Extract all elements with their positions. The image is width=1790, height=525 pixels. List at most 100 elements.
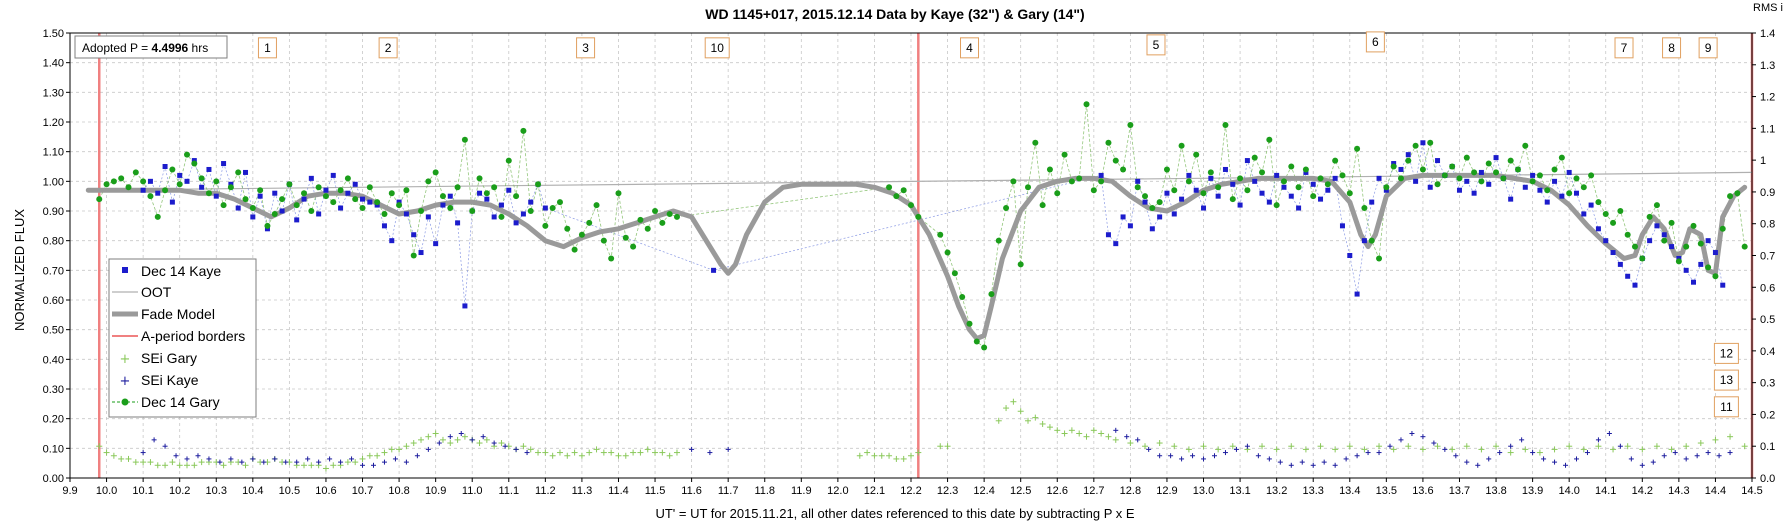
sei-gary-point-91 — [995, 417, 1002, 424]
gary-point-166 — [1529, 178, 1536, 185]
kaye-point-122 — [1573, 190, 1579, 196]
gary-point-112 — [1134, 184, 1141, 191]
gary-point-173 — [1580, 184, 1587, 191]
gary-point-129 — [1259, 169, 1266, 176]
sei-gary-point-41 — [396, 446, 403, 453]
gary-point-153 — [1434, 181, 1441, 188]
legend-label-oot: OOT — [141, 284, 172, 300]
sei-gary-point-144 — [1653, 443, 1660, 450]
gary-point-158 — [1471, 169, 1478, 176]
x-tick-label-12: 11.1 — [498, 485, 519, 497]
kaye-point-77 — [1244, 158, 1250, 164]
kaye-point-130 — [1632, 282, 1638, 288]
y-tick-label-7: 0.70 — [43, 265, 64, 277]
sei-kaye-point-89 — [1661, 453, 1667, 459]
kaye-point-60 — [1120, 214, 1126, 220]
x-tick-label-26: 12.5 — [1010, 485, 1031, 497]
gary-point-190 — [1705, 264, 1712, 271]
x-tick-label-0: 9.9 — [62, 485, 77, 497]
sei-gary-point-29 — [308, 462, 315, 469]
legend-label-gary: Dec 14 Gary — [141, 394, 220, 410]
sei-gary-point-78 — [666, 452, 673, 459]
sei-kaye-point-42 — [1146, 446, 1152, 452]
sei-gary-point-75 — [644, 446, 651, 453]
kaye-point-142 — [1720, 282, 1726, 288]
x-tick-label-39: 13.8 — [1485, 485, 1506, 497]
gary-point-193 — [1727, 193, 1734, 200]
sei-gary-point-50 — [461, 433, 468, 440]
gary-point-138 — [1324, 181, 1331, 188]
sei-gary-point-122 — [1332, 446, 1339, 453]
kaye-point-61 — [1127, 223, 1133, 229]
sei-gary-point-88 — [915, 449, 922, 456]
sei-gary-point-98 — [1046, 424, 1053, 431]
kaye-point-41 — [440, 202, 446, 208]
y-tick-label-12: 1.20 — [43, 117, 64, 129]
gary-point-107 — [1098, 178, 1105, 185]
kaye-point-47 — [484, 196, 490, 202]
gary-point-81 — [893, 193, 900, 200]
sei-gary-point-119 — [1288, 443, 1295, 450]
kaye-point-129 — [1625, 273, 1631, 279]
kaye-point-101 — [1420, 140, 1426, 146]
gary-point-50 — [461, 136, 468, 143]
kaye-point-94 — [1369, 199, 1375, 205]
gary-point-33 — [337, 187, 344, 194]
sei-kaye-point-93 — [1705, 450, 1711, 456]
gary-point-164 — [1514, 166, 1521, 173]
annotation-box-9 — [1698, 37, 1718, 59]
gary-point-144 — [1368, 237, 1375, 244]
annotation-label-2: 3 — [582, 41, 589, 55]
gary-point-35 — [352, 196, 359, 203]
annotation-12: 11 — [1713, 396, 1739, 418]
kaye-point-50 — [506, 187, 512, 193]
gary-point-157 — [1463, 154, 1470, 161]
kaye-point-26 — [330, 172, 336, 178]
sei-gary-point-99 — [1054, 427, 1061, 434]
y-tick-label-0: 0.00 — [43, 473, 64, 485]
gary-point-176 — [1602, 210, 1609, 217]
legend-label-borders: A-period borders — [141, 328, 245, 344]
sei-gary-point-97 — [1039, 420, 1046, 427]
sei-gary-point-143 — [1639, 446, 1646, 453]
sei-gary-point-113 — [1200, 443, 1207, 450]
gary-point-100 — [1046, 166, 1053, 173]
sei-gary-point-84 — [886, 452, 893, 459]
sei-gary-point-100 — [1061, 430, 1068, 437]
sei-kaye-point-35 — [524, 450, 530, 456]
sei-kaye-point-27 — [436, 440, 442, 446]
sei-kaye-point-68 — [1431, 440, 1437, 446]
y-tick-label-4: 0.40 — [43, 354, 64, 366]
gary-point-74 — [637, 216, 644, 223]
sei-gary-point-36 — [359, 455, 366, 462]
x-tick-label-10: 10.9 — [425, 485, 446, 497]
sei-gary-point-96 — [1032, 414, 1039, 421]
annotation-box-5 — [1146, 34, 1166, 56]
kaye-point-23 — [308, 175, 314, 181]
sei-kaye-point-57 — [1310, 462, 1316, 468]
sei-kaye-point-91 — [1683, 456, 1689, 462]
gary-point-191 — [1712, 273, 1719, 280]
gary-point-25 — [279, 196, 286, 203]
kaye-point-5 — [177, 172, 183, 178]
gary-point-42 — [403, 187, 410, 194]
sei-gary-point-65 — [571, 449, 578, 456]
sei-kaye-point-64 — [1387, 443, 1393, 449]
sei-kaye-point-61 — [1354, 453, 1360, 459]
sei-kaye-point-0 — [140, 450, 146, 456]
gary-point-141 — [1346, 190, 1353, 197]
annotation-4: 4 — [960, 37, 980, 59]
y2-tick-label-12: 1.2 — [1760, 92, 1775, 104]
kaye-point-66 — [1164, 190, 1170, 196]
x-tick-label-29: 12.8 — [1120, 485, 1141, 497]
gary-point-110 — [1120, 166, 1127, 173]
sei-kaye-point-8 — [228, 456, 234, 462]
sei-gary-point-118 — [1273, 446, 1280, 453]
sei-kaye-point-58 — [1321, 459, 1327, 465]
kaye-point-57 — [1098, 172, 1104, 178]
kaye-point-118 — [1544, 199, 1550, 205]
gary-point-27 — [293, 202, 300, 209]
kaye-point-89 — [1332, 175, 1338, 181]
sei-kaye-point-45 — [1179, 456, 1185, 462]
